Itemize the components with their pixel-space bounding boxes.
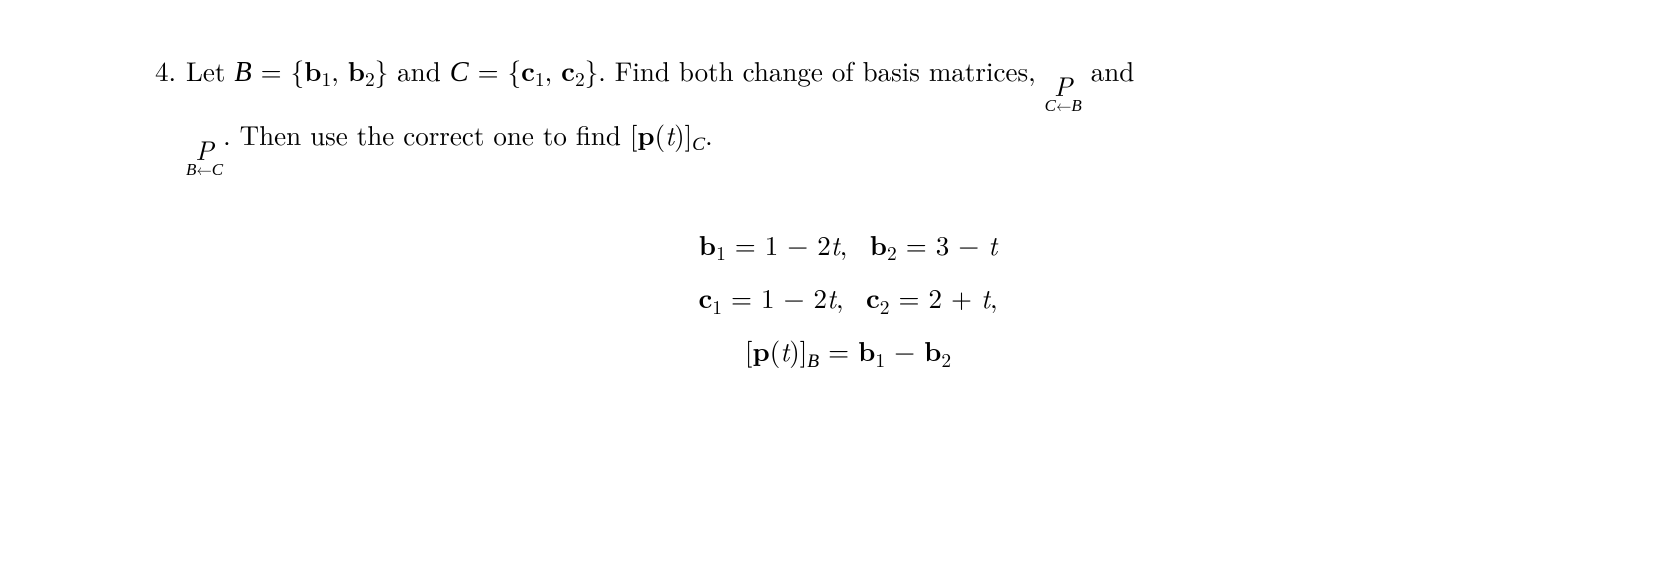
c: c [698, 277, 712, 316]
t-var: t [981, 278, 990, 316]
sub: 2 [365, 64, 375, 92]
problem-4: 4. Let B = {b1, b2} and C = {c1, c2}. Fi… [130, 50, 1510, 381]
left-arrow-icon: ← [196, 159, 211, 180]
equation-block: b1 = 1 − 2t, b2 = 3 − t c1 = 1 − 2t, c2 … [186, 218, 1510, 381]
cal-C: C [450, 57, 469, 88]
cal-B-small: B [1071, 96, 1081, 115]
b: b [699, 224, 716, 263]
b: b [870, 224, 887, 263]
sub: 1 [535, 64, 545, 92]
sub-C: C [692, 134, 705, 155]
problem-body: Let B = {b1, b2} and C = {c1, c2}. Find … [186, 50, 1510, 381]
P-bot: C←B [1045, 97, 1082, 114]
text: and [1082, 51, 1135, 89]
c2: c [561, 50, 575, 89]
sub: 2 [887, 238, 897, 266]
c1: c [521, 50, 535, 89]
text: = 2 + [890, 278, 981, 316]
t-var: t [988, 225, 997, 263]
text: ( [770, 331, 781, 369]
t-var: t [831, 225, 840, 263]
sub: 1 [875, 345, 885, 373]
sub: 1 [321, 64, 331, 92]
b2: b [348, 50, 365, 89]
t-var: t [665, 115, 674, 153]
cal-C-small: C [1045, 96, 1056, 115]
sub: 2 [941, 345, 951, 373]
text: ( [655, 115, 666, 153]
text: , [990, 278, 998, 316]
cal-B: B [234, 57, 251, 88]
p-bold: p [637, 114, 654, 153]
b1: b [304, 50, 321, 89]
text: . [705, 115, 713, 153]
p-bold: p [752, 330, 769, 369]
text: , [331, 51, 348, 89]
sub-B: B [807, 351, 819, 372]
problem-number: 4. [130, 50, 186, 91]
text: )] [674, 115, 692, 153]
cal-B-small: B [186, 160, 196, 179]
page: 4. Let B = {b1, b2} and C = {c1, c2}. Fi… [0, 0, 1670, 381]
equation-line-3: [p(t)]B = b1 − b2 [186, 324, 1510, 380]
text: − [885, 331, 924, 369]
P-BfromC: P B←C [186, 136, 223, 178]
t-var: t [780, 331, 789, 369]
c: c [866, 277, 880, 316]
b: b [858, 330, 875, 369]
text: , [836, 278, 853, 316]
b: b [924, 330, 941, 369]
text: = { [252, 51, 305, 89]
problem-statement: Let B = {b1, b2} and C = {c1, c2}. Find … [186, 50, 1510, 178]
cal-C-small: C [212, 160, 223, 179]
sub: 2 [575, 64, 585, 92]
P-bot: B←C [186, 161, 223, 178]
text: . Then use the correct one to find [ [223, 115, 637, 153]
text: = 1 − 2 [726, 225, 831, 263]
P-CfromB: P C←B [1045, 72, 1082, 114]
text: , [840, 225, 857, 263]
text: }. Find both change of basis matrices, [585, 51, 1045, 89]
text: )] [789, 331, 807, 369]
t-var: t [827, 278, 836, 316]
text: = 1 − 2 [722, 278, 827, 316]
equation-line-1: b1 = 1 − 2t, b2 = 3 − t [186, 218, 1510, 271]
text: Let [186, 51, 234, 89]
text: = 3 − [897, 225, 988, 263]
text: = { [469, 51, 522, 89]
sub: 1 [716, 238, 726, 266]
sub: 1 [712, 292, 722, 320]
sub: 2 [880, 292, 890, 320]
text: = [819, 331, 858, 369]
text: } and [375, 51, 450, 89]
equation-line-2: c1 = 1 − 2t, c2 = 2 + t, [186, 271, 1510, 324]
left-arrow-icon: ← [1056, 95, 1071, 116]
text: , [545, 51, 562, 89]
